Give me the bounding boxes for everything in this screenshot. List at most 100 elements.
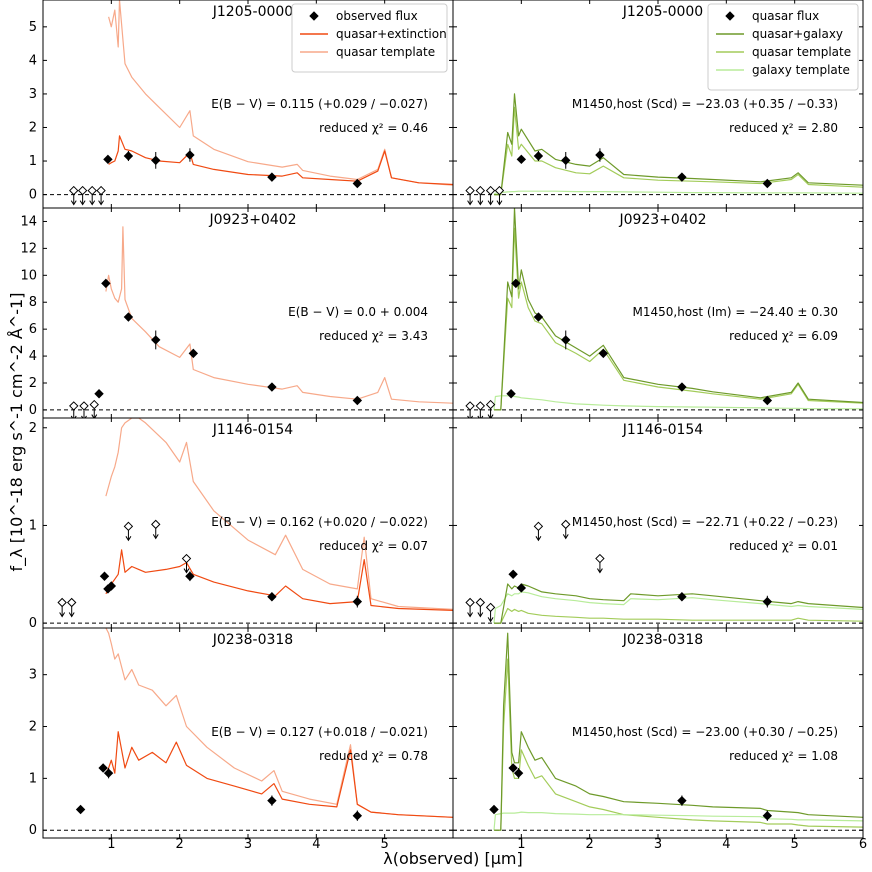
panel-6: J1146-0154 M1450,host (Scd) = −22.71 (+0.… (452, 417, 864, 629)
observed-point (103, 154, 113, 165)
upper-limit-marker (485, 399, 496, 410)
plot-area (43, 0, 453, 206)
panel-title: J0923+0402 (618, 212, 706, 228)
panel-4: J0923+0402 M1450,host (Im) = −24.40 ± 0.3… (452, 207, 864, 419)
x-tick-label: 1 (107, 837, 115, 852)
observed-point (352, 178, 363, 189)
x-tick-label: 2 (176, 837, 184, 852)
upper-limit-marker (465, 597, 475, 608)
panel-3: 0 2 4 6 8 10 12 14 J0923+0402 E(B − V) = 0.0 + 0.… (20, 207, 454, 419)
observed-point (595, 150, 605, 160)
x-axis-label: λ(observed) [μm] (383, 849, 522, 868)
reduced-chi2: reduced χ² = 6.09 (729, 329, 838, 343)
upper-limit-arrowhead (487, 414, 494, 418)
panel-5: 0 1 2 J1146-0154 E(B − V) = 0.162 (+0.020 / … (29, 417, 454, 631)
series-quasar-template (105, 226, 453, 404)
fit-parameter: M1450,host (Scd) = −23.00 (+0.30 / −0.25… (572, 725, 838, 739)
observed-point (533, 151, 544, 161)
legend-box (291, 3, 448, 73)
plot-area (453, 519, 863, 624)
upper-limit-arrowhead (467, 415, 474, 418)
panel-title: J0923+0402 (208, 212, 296, 228)
legend-label: quasar template (336, 45, 435, 59)
y-tick-label: 14 (20, 214, 37, 229)
fit-parameter: M1450,host (Scd) = −23.03 (+0.35 / −0.33… (572, 97, 838, 111)
reduced-chi2: reduced χ² = 3.43 (319, 329, 428, 343)
right-legend: quasar flux quasar+galaxy quasar template g… (707, 3, 859, 91)
y-tick-label: 2 (29, 376, 37, 391)
panel-title: J0238-0318 (212, 632, 293, 648)
series-quasar-galaxy (494, 583, 863, 624)
observed-point (151, 335, 161, 345)
upper-limit-marker (79, 401, 89, 411)
observed-point (762, 395, 773, 406)
reduced-chi2: reduced χ² = 0.01 (729, 539, 838, 553)
upper-limit-marker (465, 185, 475, 196)
observed-point (99, 571, 110, 581)
observed-point (762, 178, 773, 189)
upper-limit-marker (561, 519, 571, 530)
panel-8: J0238-0318 M1450,host (Scd) = −23.00 (+0.… (452, 627, 864, 839)
series-quasar-template (105, 418, 453, 610)
observed-point (513, 768, 524, 778)
reduced-chi2: reduced χ² = 0.46 (319, 121, 428, 135)
observed-point (101, 278, 111, 289)
observed-point (75, 804, 86, 815)
x-tick-label: 4 (312, 837, 320, 852)
upper-limit-arrowhead (91, 414, 98, 418)
upper-limit-arrowhead (535, 536, 542, 542)
upper-limit-marker (465, 401, 475, 411)
fit-parameter: E(B − V) = 0.0 + 0.004 (288, 305, 428, 319)
upper-limit-marker (485, 185, 496, 196)
fit-parameter: E(B − V) = 0.115 (+0.029 / −0.027) (211, 97, 428, 111)
legend-box (707, 3, 859, 91)
observed-point (561, 155, 571, 166)
y-tick-label: 2 (29, 421, 37, 436)
y-tick-label: 0 (29, 616, 37, 631)
panel-title: J0238-0318 (622, 632, 703, 648)
upper-limit-arrowhead (596, 568, 603, 574)
upper-limit-arrowhead (79, 200, 86, 206)
y-tick-label: 10 (20, 268, 37, 283)
upper-limit-arrowhead (487, 200, 494, 206)
observed-point (677, 592, 687, 602)
y-tick-label: 2 (29, 720, 37, 735)
observed-point (677, 795, 687, 806)
legend-marker (725, 11, 735, 21)
upper-limit-arrowhead (183, 568, 190, 574)
reduced-chi2: reduced χ² = 0.78 (319, 749, 428, 763)
upper-limit-marker (475, 401, 486, 411)
upper-limit-arrowhead (562, 534, 569, 540)
observed-point (489, 804, 499, 815)
legend-label: observed flux (336, 9, 418, 23)
x-tick-label: 2 (586, 837, 594, 852)
series-quasar-template (105, 628, 453, 818)
plot-area (43, 226, 453, 418)
plot-area (453, 632, 863, 831)
legend-label: quasar template (752, 45, 851, 59)
observed-point (267, 382, 277, 392)
observed-point (561, 335, 571, 345)
upper-limit-marker (475, 597, 486, 608)
x-tick-label: 5 (791, 837, 799, 852)
upper-limit-marker (57, 597, 67, 608)
series-quasar-galaxy (494, 632, 863, 831)
fit-parameter: E(B − V) = 0.162 (+0.020 / −0.022) (211, 515, 428, 529)
fit-parameter: M1450,host (Scd) = −22.71 (+0.22 / −0.23… (572, 515, 838, 529)
upper-limit-marker (533, 521, 544, 532)
series-quasar-template (494, 607, 863, 624)
plot-area (43, 418, 453, 624)
y-tick-label: 0 (29, 823, 37, 838)
y-tick-label: 0 (29, 403, 37, 418)
series-galaxy-template (493, 190, 863, 196)
observed-point (98, 763, 108, 773)
upper-limit-arrowhead (125, 536, 132, 542)
reduced-chi2: reduced χ² = 2.80 (729, 121, 838, 135)
observed-point (598, 348, 609, 359)
upper-limit-marker (595, 553, 605, 564)
panel-7: 0 1 2 3 J0238-0318 E(B − V) = 0.127 (+0.018 /… (29, 627, 454, 839)
panel-1: 0 1 2 3 4 5 J1205-0000 E(B − V) = 0.115 (+0.029… (29, 0, 454, 209)
reduced-chi2: reduced χ² = 0.07 (319, 539, 428, 553)
observed-point (762, 596, 773, 607)
observed-point (508, 763, 518, 773)
